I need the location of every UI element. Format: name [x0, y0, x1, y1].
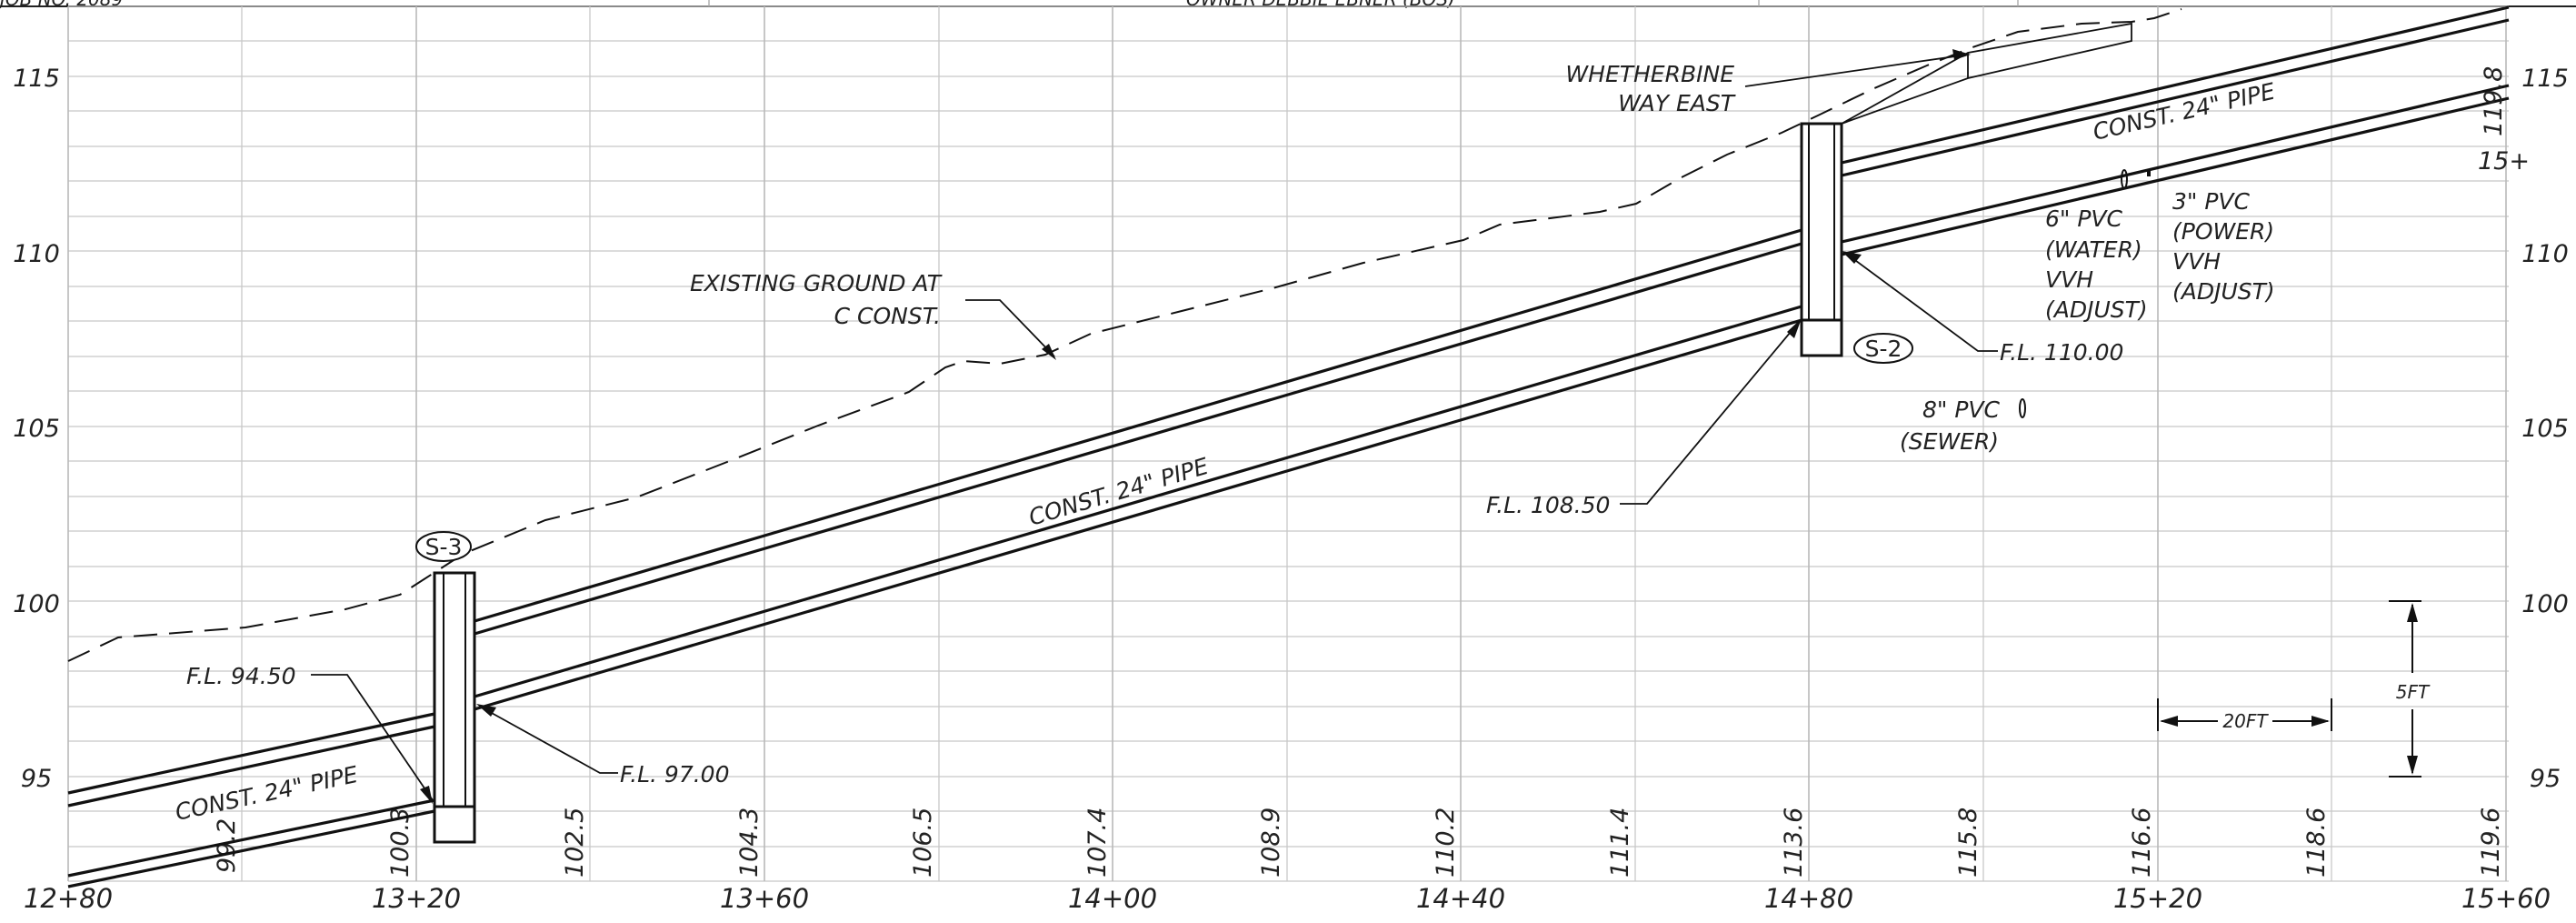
fl-callout-s2-in: F.L. 108.50	[1486, 318, 1802, 518]
ground-elevation-label: 118.6	[2302, 808, 2331, 878]
pipe-label-left: CONST. 24" PIPE	[173, 761, 360, 826]
elevation-label: 100	[2521, 590, 2569, 618]
owner-text: OWNER DEBBIE EBNER (BOS)	[1186, 0, 1455, 10]
existing-ground-note: EXISTING GROUND AT C CONST.	[690, 270, 1056, 360]
water-pipe-icon	[2121, 169, 2128, 189]
elevation-label: 100	[13, 590, 60, 618]
water-note: 6" PVC	[2045, 206, 2123, 232]
structure-tag: S-3	[425, 534, 463, 560]
water-note: (WATER)	[2045, 236, 2142, 263]
street-label: WHETHERBINE	[1565, 61, 1734, 87]
power-conduit-icon	[2147, 169, 2151, 176]
station-label: 13+20	[372, 883, 461, 914]
ground-elevation-label: 106.5	[909, 808, 937, 878]
elevation-axis-left: 115 110 105 100 95	[13, 65, 60, 793]
ground-elevation-label: 102.5	[561, 808, 589, 878]
existing-ground-line	[67, 8, 2182, 662]
power-note: (POWER)	[2172, 218, 2274, 245]
ground-elevation-label: 108.9	[1257, 808, 1285, 878]
ground-elevation-row: 99.2 100.3 102.5 104.3 106.5 107.4 108.9…	[213, 808, 2505, 878]
structure-s2: S-2	[1800, 122, 1913, 364]
water-crossing: 6" PVC (WATER) VVH (ADJUST)	[2045, 169, 2148, 323]
elevation-axis-right: 115 110 105 100 95	[2521, 65, 2569, 793]
power-note: VVH	[2172, 248, 2221, 275]
elevation-label: 95	[21, 765, 52, 793]
vertical-scale-label: 5FT	[2396, 681, 2431, 703]
fl-callout-s2-out: F.L. 110.00	[1842, 251, 2123, 366]
fl-label: F.L. 108.50	[1486, 492, 1610, 518]
station-label: 15+20	[2113, 883, 2202, 914]
structure-s3: S-3	[415, 531, 476, 844]
water-note: VVH	[2045, 266, 2093, 293]
elevation-label: 95	[2530, 765, 2561, 793]
horizontal-scale-label: 20FT	[2222, 710, 2269, 732]
street-note: WHETHERBINE WAY EAST	[1565, 22, 2132, 125]
sewer-pipe-icon	[2019, 398, 2026, 418]
fl-callout-s3-in: F.L. 94.50	[186, 663, 434, 804]
elevation-label: 115	[2521, 65, 2569, 93]
fl-label: F.L. 97.00	[620, 761, 730, 788]
elevation-label: 110	[2521, 240, 2569, 268]
station-label: 15+60	[2461, 883, 2551, 914]
elevation-label: 105	[13, 415, 60, 443]
sewer-note: 8" PVC	[1922, 396, 2001, 423]
station-label: 12+80	[24, 883, 113, 914]
ground-elevation-label: 119.6	[2477, 808, 2505, 878]
existing-ground-label: C CONST.	[834, 303, 941, 329]
power-crossing: 3" PVC (POWER) VVH (ADJUST)	[2147, 169, 2275, 305]
power-note: 3" PVC	[2172, 188, 2251, 215]
elevation-label: 105	[2521, 415, 2569, 443]
fl-label: F.L. 110.00	[2000, 339, 2123, 366]
ground-elevation-label: 111.4	[1606, 808, 1634, 878]
street-label: WAY EAST	[1618, 90, 1736, 116]
station-label: 14+80	[1764, 883, 1853, 914]
sewer-crossing: 8" PVC (SEWER)	[1900, 396, 2026, 455]
ground-elevation-label-partial: 119.8	[2480, 66, 2508, 136]
ground-elevation-label: 110.2	[1432, 808, 1460, 878]
station-label: 14+00	[1068, 883, 1157, 914]
fl-callout-s3-out: F.L. 97.00	[476, 704, 730, 788]
fl-label: F.L. 94.50	[186, 663, 296, 689]
sewer-note: (SEWER)	[1900, 428, 1999, 455]
ground-elevation-label: 116.6	[2128, 808, 2156, 878]
structure-tag: S-2	[1865, 336, 1902, 362]
ground-elevation-label: 104.3	[735, 808, 764, 878]
station-axis: 12+80 13+20 13+60 14+00 14+40 14+80 15+2…	[24, 883, 2551, 914]
pipe-lines	[67, 5, 2510, 888]
ground-elevation-label: 107.4	[1083, 808, 1112, 878]
profile-grid	[67, 5, 2509, 882]
power-note: (ADJUST)	[2172, 278, 2275, 305]
elevation-label: 115	[13, 65, 60, 93]
elevation-label: 110	[13, 240, 60, 268]
station-label: 13+60	[720, 883, 809, 914]
job-number-text: JOB NO. 2089	[0, 0, 123, 10]
horizontal-scale: 20FT	[2157, 698, 2332, 732]
vertical-scale: 5FT	[2389, 600, 2431, 778]
station-label: 14+40	[1416, 883, 1505, 914]
water-note: (ADJUST)	[2045, 296, 2148, 323]
existing-ground-label: EXISTING GROUND AT	[690, 270, 943, 296]
ground-elevation-label: 113.6	[1780, 808, 1808, 878]
station-label-partial: 15+	[2478, 147, 2530, 176]
ground-elevation-label: 115.8	[1954, 808, 1982, 878]
